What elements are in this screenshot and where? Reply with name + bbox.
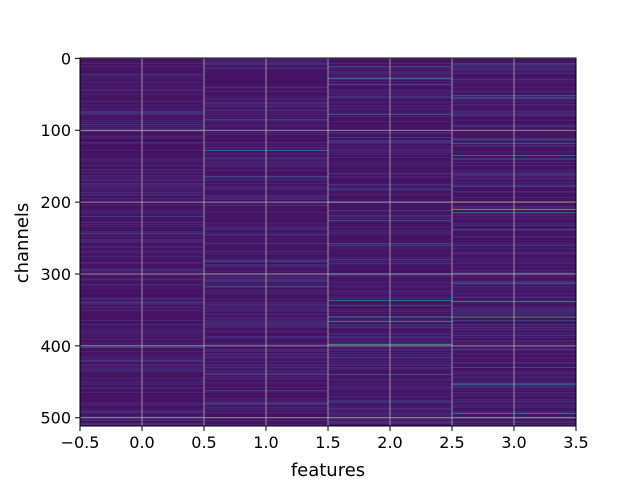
y-tick-label: 0 [61,49,71,68]
x-axis-label: features [291,460,365,480]
y-tick-label: 300 [40,265,71,284]
x-tick-label: 0.5 [191,433,216,452]
y-tick-label: 100 [40,121,71,140]
x-tick-label: 3.0 [501,433,526,452]
y-tick-label: 200 [40,193,71,212]
x-tick-label: 2.0 [377,433,402,452]
x-tick-label: 1.0 [253,433,278,452]
axis-ticks: −0.5 0.0 0.5 1.0 1.5 2.0 2.5 3.0 3.5 0 100 200 300 40… [40,49,588,452]
x-tick-label: −0.5 [61,433,100,452]
y-tick-label: 500 [40,409,71,428]
y-tick-label: 400 [40,337,71,356]
x-tick-label: 1.5 [315,433,340,452]
x-tick-label: 0.0 [129,433,154,452]
x-tick-label: 3.5 [563,433,588,452]
y-axis-label: channels [12,203,33,284]
plot-frame [79,57,577,427]
x-tick-label: 2.5 [439,433,464,452]
